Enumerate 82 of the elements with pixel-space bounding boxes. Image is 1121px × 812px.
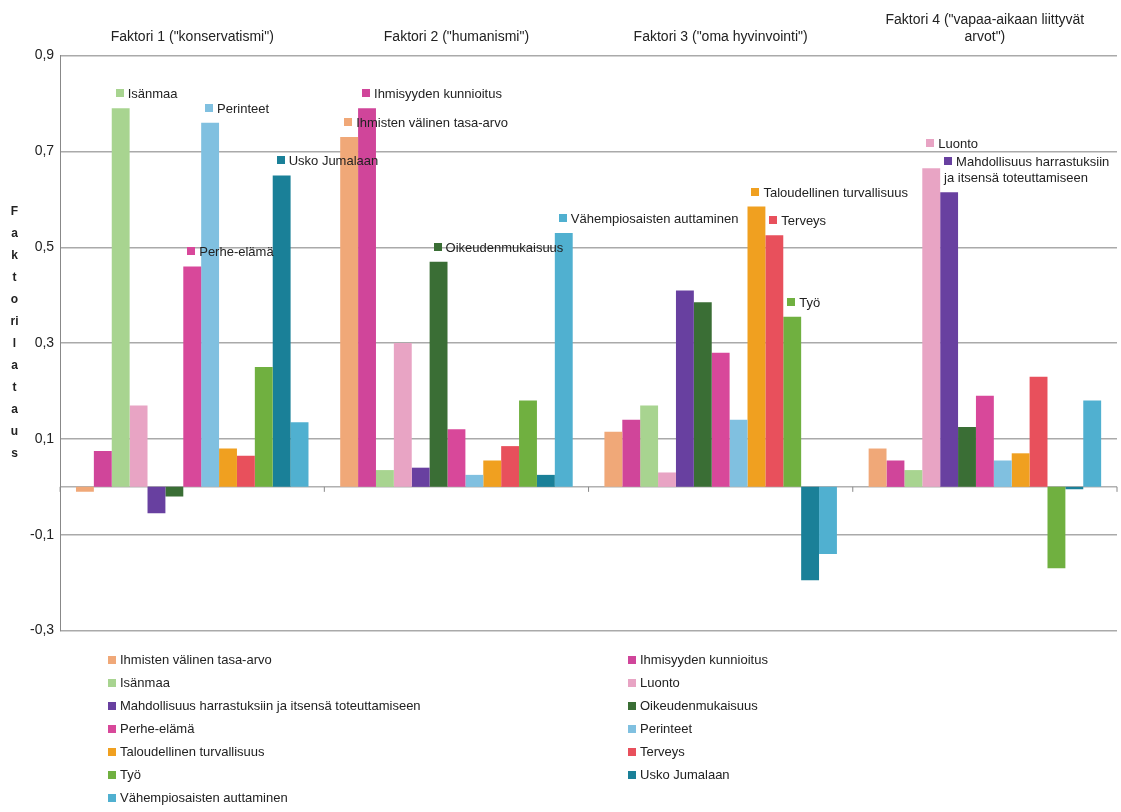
y-tick-label: 0,5 (34, 238, 55, 255)
bar (958, 426, 976, 487)
bar (129, 405, 148, 487)
bar (747, 206, 766, 487)
bar (290, 422, 309, 487)
annotation: Luonto (938, 136, 978, 151)
bar (783, 316, 802, 487)
y-tick-label: -0,3 (30, 621, 55, 638)
bar (868, 448, 887, 487)
bar (483, 460, 502, 487)
bar (640, 405, 659, 487)
bar (536, 474, 555, 487)
annotation: Isänmaa (127, 86, 178, 102)
bar (254, 367, 273, 487)
legend-label: Työ (120, 767, 141, 782)
bar (993, 460, 1012, 487)
bar (658, 472, 676, 487)
legend-label: Vähempiosaisten auttaminen (120, 790, 288, 805)
annotation: Vähempiosaisten auttaminen (570, 210, 739, 226)
legend-label: Perinteet (640, 721, 693, 736)
legend-label: Oikeudenmukaisuus (640, 698, 758, 713)
bar (729, 419, 748, 487)
bar (272, 175, 291, 487)
bar (93, 450, 112, 487)
bar (447, 429, 466, 487)
bar (183, 266, 202, 487)
y-tick-label: 0,1 (34, 429, 55, 446)
bar (940, 192, 959, 487)
legend-label: Isänmaa (120, 675, 170, 690)
legend-label: Luonto (640, 675, 680, 690)
annotation: Taloudellinen turvallisuus (763, 184, 908, 200)
annotation: Ihmisyyden kunnioitus (374, 86, 502, 102)
y-tick-label: 0,3 (34, 333, 55, 350)
bar (711, 352, 730, 487)
bar (393, 343, 412, 487)
text: Faktorilataus (10, 204, 19, 460)
bar (236, 455, 255, 487)
annotation: Usko Jumalaan (288, 153, 379, 169)
legend-label: Ihmisyyden kunnioitus (640, 652, 768, 667)
x-tick-label: Faktori 3 ("oma hyvinvointi") (633, 28, 808, 45)
bar (975, 395, 994, 487)
bar (922, 168, 941, 487)
bar (375, 470, 394, 487)
bar (111, 108, 130, 487)
y-tick-label: 0,7 (34, 142, 55, 159)
bar (675, 290, 694, 487)
y-tick-label: 0,9 (34, 46, 55, 63)
bar (819, 486, 837, 554)
legend-label: Ihmisten välinen tasa-arvo (120, 652, 272, 667)
annotation: Työ (799, 294, 821, 310)
bar (165, 486, 184, 497)
x-tick-label: Faktori 4 ("vapaa-aikaan liittyvät arvot") (885, 11, 1085, 45)
annotation: Mahdollisuus harrastuksiin ja itsensä toteuttamiseen (944, 154, 1110, 186)
bar (904, 470, 923, 487)
bar (765, 235, 784, 487)
bar (1029, 376, 1048, 487)
bar (465, 474, 484, 487)
annotation: Perinteet (217, 100, 270, 116)
bar (519, 400, 537, 487)
bar (411, 467, 430, 487)
legend-label: Perhe-elämä (120, 721, 195, 736)
legend-label: Mahdollisuus harrastuksiin ja itsensä toteuttamiseen (120, 698, 421, 713)
x-tick-label: Faktori 2 ("humanismi") (383, 28, 530, 45)
y-tick-label: -0,1 (30, 525, 55, 542)
bar (801, 486, 820, 581)
bar (429, 261, 448, 487)
bar (693, 302, 712, 487)
x-tick-label: Faktori 1 ("konservatismi") (110, 28, 274, 45)
bar (604, 431, 623, 487)
annotation: Terveys (781, 213, 827, 229)
legend-label: Taloudellinen turvallisuus (120, 744, 265, 759)
bar (1083, 400, 1102, 487)
legend-label: Usko Jumalaan (640, 767, 730, 782)
bar (622, 419, 641, 487)
legend-label: Terveys (640, 744, 685, 759)
bar (886, 460, 905, 487)
bar (219, 448, 237, 487)
bar (75, 486, 94, 492)
bar (147, 486, 166, 514)
bar (1011, 453, 1030, 487)
bar (1047, 486, 1066, 569)
bar (501, 446, 520, 487)
